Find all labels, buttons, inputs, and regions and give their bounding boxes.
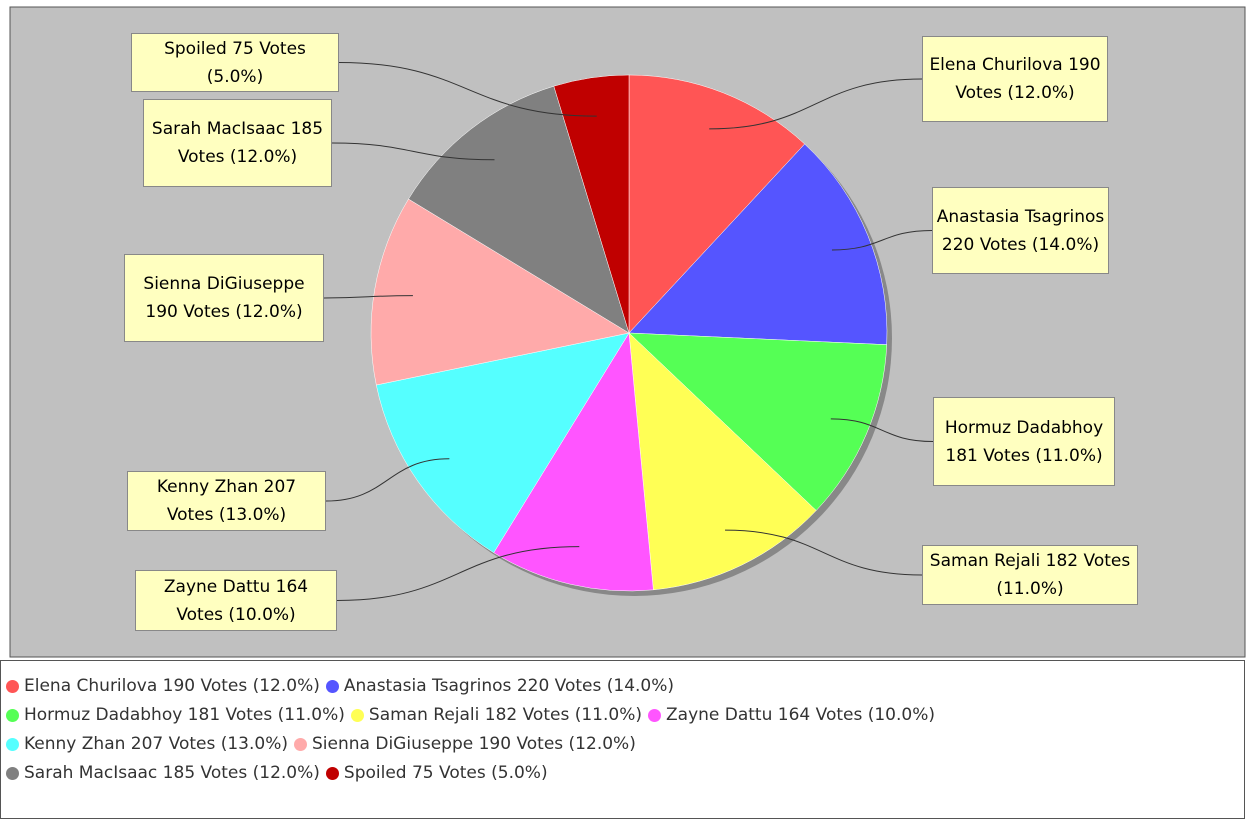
pie-slice bbox=[628, 332, 817, 591]
slice-label: Hormuz Dadabhoy 181 Votes (11.0%) bbox=[933, 397, 1115, 486]
pie-slice bbox=[628, 332, 887, 511]
pie-slice bbox=[553, 74, 630, 334]
callout-line bbox=[336, 546, 580, 601]
callout-line bbox=[331, 142, 495, 161]
slice-label: Elena Churilova 190 Votes (12.0%) bbox=[922, 36, 1108, 122]
legend-swatch bbox=[6, 679, 19, 693]
legend-swatch bbox=[6, 737, 19, 751]
legend-label: Kenny Zhan 207 Votes (13.0%) bbox=[24, 734, 289, 754]
legend-swatch bbox=[325, 679, 339, 693]
slice-label: Sienna DiGiuseppe 190 Votes (12.0%) bbox=[124, 254, 324, 342]
legend-swatch bbox=[325, 766, 339, 780]
legend-row: Hormuz Dadabhoy 181 Votes (11.0%) Saman R… bbox=[6, 705, 941, 725]
legend-label: Spoiled 75 Votes (5.0%) bbox=[343, 763, 548, 783]
legend-item: Sienna DiGiuseppe 190 Votes (12.0%) bbox=[294, 734, 636, 754]
legend-label: Sienna DiGiuseppe 190 Votes (12.0%) bbox=[312, 734, 636, 754]
legend-swatch bbox=[648, 708, 661, 722]
slice-label: Zayne Dattu 164 Votes (10.0%) bbox=[135, 570, 337, 631]
legend-swatch bbox=[294, 737, 308, 751]
legend-item: Sarah MacIsaac 185 Votes (12.0%) bbox=[6, 763, 320, 783]
callout-line bbox=[830, 418, 934, 442]
slice-label: Sarah MacIsaac 185 Votes (12.0%) bbox=[143, 99, 332, 187]
legend-box bbox=[0, 660, 1245, 819]
legend-swatch bbox=[6, 708, 19, 722]
legend-row: Elena Churilova 190 Votes (12.0%) Anastas… bbox=[6, 676, 680, 696]
callout-line bbox=[323, 295, 413, 299]
pie-slice bbox=[493, 332, 654, 592]
slice-label: Saman Rejali 182 Votes (11.0%) bbox=[922, 545, 1138, 605]
legend-item: Hormuz Dadabhoy 181 Votes (11.0%) bbox=[6, 705, 345, 725]
legend-swatch bbox=[6, 766, 19, 780]
legend-row: Kenny Zhan 207 Votes (13.0%) Sienna DiGiu… bbox=[6, 734, 642, 754]
pie-slice bbox=[628, 74, 806, 334]
legend-item: Elena Churilova 190 Votes (12.0%) bbox=[6, 676, 320, 696]
legend-item: Zayne Dattu 164 Votes (10.0%) bbox=[648, 705, 935, 725]
slice-label: Spoiled 75 Votes (5.0%) bbox=[131, 33, 339, 92]
callout-line bbox=[831, 230, 933, 251]
callout-line bbox=[709, 78, 923, 130]
legend-item: Spoiled 75 Votes (5.0%) bbox=[325, 763, 548, 783]
legend-item: Kenny Zhan 207 Votes (13.0%) bbox=[6, 734, 288, 754]
legend-label: Elena Churilova 190 Votes (12.0%) bbox=[24, 676, 320, 696]
legend-label: Hormuz Dadabhoy 181 Votes (11.0%) bbox=[24, 705, 345, 725]
legend-swatch bbox=[350, 708, 364, 722]
legend-item: Saman Rejali 182 Votes (11.0%) bbox=[350, 705, 642, 725]
legend-label: Saman Rejali 182 Votes (11.0%) bbox=[368, 705, 642, 725]
pie-slice bbox=[376, 332, 630, 554]
legend-label: Sarah MacIsaac 185 Votes (12.0%) bbox=[24, 763, 320, 783]
pie-slice bbox=[370, 198, 630, 386]
legend-label: Zayne Dattu 164 Votes (10.0%) bbox=[666, 705, 935, 725]
slice-label: Kenny Zhan 207 Votes (13.0%) bbox=[127, 471, 326, 531]
callout-line bbox=[725, 529, 923, 576]
pie-slice bbox=[408, 85, 630, 334]
callout-line bbox=[338, 62, 597, 117]
legend-label: Anastasia Tsagrinos 220 Votes (14.0%) bbox=[343, 676, 675, 696]
pie-slice bbox=[628, 143, 888, 345]
legend-row: Sarah MacIsaac 185 Votes (12.0%) Spoiled … bbox=[6, 763, 554, 783]
legend-item: Anastasia Tsagrinos 220 Votes (14.0%) bbox=[325, 676, 675, 696]
slice-label: Anastasia Tsagrinos 220 Votes (14.0%) bbox=[932, 187, 1109, 274]
callout-line bbox=[325, 458, 450, 502]
